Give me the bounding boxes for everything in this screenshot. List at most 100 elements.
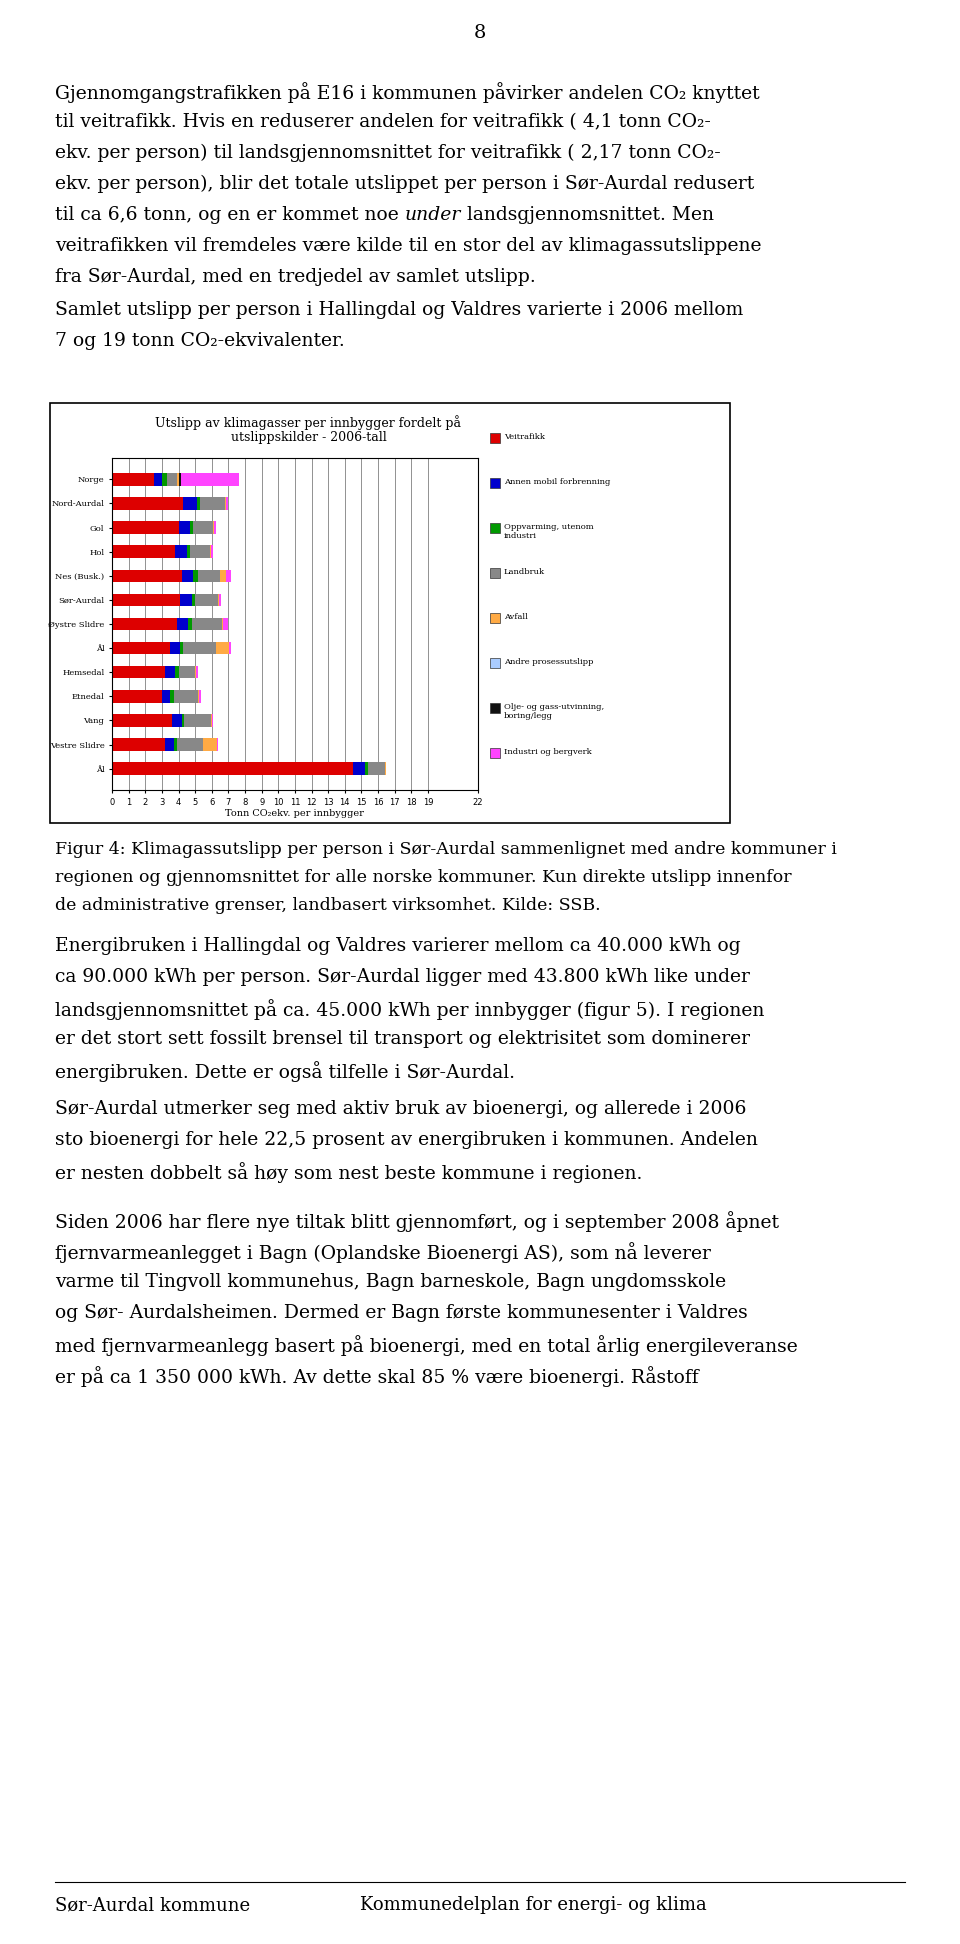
Bar xyxy=(177,739,204,750)
Bar xyxy=(192,593,195,607)
Text: Figur 4: Klimagassutslipp per person i Sør-Aurdal sammenlignet med andre kommune: Figur 4: Klimagassutslipp per person i S… xyxy=(55,842,837,857)
Text: Utslipp av klimagasser per innbygger fordelt på: Utslipp av klimagasser per innbygger for… xyxy=(156,414,462,430)
Bar xyxy=(112,713,172,727)
Text: ca 90.000 kWh per person. Sør-Aurdal ligger med 43.800 kWh like under: ca 90.000 kWh per person. Sør-Aurdal lig… xyxy=(55,968,750,986)
Text: varme til Tingvoll kommunehus, Bagn barneskole, Bagn ungdomsskole: varme til Tingvoll kommunehus, Bagn barn… xyxy=(55,1273,726,1291)
Text: 7 og 19 tonn CO₂-ekvivalenter.: 7 og 19 tonn CO₂-ekvivalenter. xyxy=(55,332,345,350)
Bar xyxy=(165,667,175,678)
Bar xyxy=(490,568,499,577)
Text: ekv. per person), blir det totale utslippet per person i Sør-Aurdal redusert: ekv. per person), blir det totale utslip… xyxy=(55,175,755,192)
Bar xyxy=(490,612,499,622)
Bar xyxy=(190,546,210,558)
Bar xyxy=(187,546,190,558)
Text: Oppvarming, utenom: Oppvarming, utenom xyxy=(504,523,593,531)
Bar xyxy=(490,478,499,488)
Bar xyxy=(226,570,231,581)
Bar xyxy=(112,739,165,750)
Bar xyxy=(177,618,188,630)
Text: regionen og gjennomsnittet for alle norske kommuner. Kun direkte utslipp innenfo: regionen og gjennomsnittet for alle nors… xyxy=(55,869,792,886)
Bar xyxy=(162,472,167,486)
Text: landsgjennomsnittet. Men: landsgjennomsnittet. Men xyxy=(461,206,714,224)
Text: Industri og bergverk: Industri og bergverk xyxy=(504,748,591,756)
Bar xyxy=(365,762,368,776)
Bar xyxy=(174,690,199,702)
Text: er nesten dobbelt så høy som nest beste kommune i regionen.: er nesten dobbelt så høy som nest beste … xyxy=(55,1163,642,1184)
Bar xyxy=(165,739,174,750)
Text: Veitrafikk: Veitrafikk xyxy=(504,434,544,441)
Bar xyxy=(192,618,222,630)
Bar xyxy=(195,593,219,607)
Bar xyxy=(212,713,213,727)
Bar xyxy=(190,521,194,535)
Text: Samlet utslipp per person i Hallingdal og Valdres varierte i 2006 mellom: Samlet utslipp per person i Hallingdal o… xyxy=(55,301,743,319)
Bar xyxy=(112,472,154,486)
Text: Avfall: Avfall xyxy=(504,612,527,620)
Bar xyxy=(179,667,195,678)
Bar xyxy=(175,546,187,558)
Bar xyxy=(112,690,162,702)
Text: til veitrafikk. Hvis en reduserer andelen for veitrafikk ( 4,1 tonn CO₂-: til veitrafikk. Hvis en reduserer andele… xyxy=(55,113,710,130)
Bar xyxy=(50,402,730,822)
Text: fjernvarmeanlegget i Bagn (Oplandske Bioenergi AS), som nå leverer: fjernvarmeanlegget i Bagn (Oplandske Bio… xyxy=(55,1242,710,1264)
Bar xyxy=(112,618,177,630)
Bar xyxy=(200,498,225,509)
Text: industri: industri xyxy=(504,533,537,540)
Bar xyxy=(180,472,181,486)
Text: Energibruken i Hallingdal og Valdres varierer mellom ca 40.000 kWh og: Energibruken i Hallingdal og Valdres var… xyxy=(55,937,740,955)
Text: Siden 2006 har flere nye tiltak blitt gjennomført, og i september 2008 åpnet: Siden 2006 har flere nye tiltak blitt gj… xyxy=(55,1211,779,1232)
Text: ekv. per person) til landsgjennomsnittet for veitrafikk ( 2,17 tonn CO₂-: ekv. per person) til landsgjennomsnittet… xyxy=(55,144,721,161)
Bar xyxy=(197,498,200,509)
Text: er på ca 1 350 000 kWh. Av dette skal 85 % være bioenergi. Råstoff: er på ca 1 350 000 kWh. Av dette skal 85… xyxy=(55,1367,699,1386)
Text: de administrative grenser, landbasert virksomhet. Kilde: SSB.: de administrative grenser, landbasert vi… xyxy=(55,896,601,914)
Text: Andre prosessutslipp: Andre prosessutslipp xyxy=(504,657,593,667)
Bar xyxy=(181,472,239,486)
Text: fra Sør-Aurdal, med en tredjedel av samlet utslipp.: fra Sør-Aurdal, med en tredjedel av saml… xyxy=(55,268,536,286)
Bar xyxy=(490,704,499,713)
Bar xyxy=(112,667,165,678)
Bar xyxy=(112,546,175,558)
Bar xyxy=(229,642,231,655)
Bar xyxy=(353,762,365,776)
Bar xyxy=(204,739,217,750)
Bar xyxy=(211,546,212,558)
Bar xyxy=(216,642,229,655)
Text: 8: 8 xyxy=(474,23,486,43)
Bar xyxy=(162,690,170,702)
Bar xyxy=(194,570,199,581)
Bar xyxy=(223,618,228,630)
Bar xyxy=(172,713,181,727)
Text: Kommunedelplan for energi- og klima: Kommunedelplan for energi- og klima xyxy=(360,1895,707,1915)
Bar xyxy=(368,762,385,776)
Bar xyxy=(174,739,177,750)
Text: og Sør- Aurdalsheimen. Dermed er Bagn første kommunesenter i Valdres: og Sør- Aurdalsheimen. Dermed er Bagn fø… xyxy=(55,1304,748,1322)
Bar xyxy=(167,472,177,486)
Text: Gjennomgangstrafikken på E16 i kommunen påvirker andelen CO₂ knyttet: Gjennomgangstrafikken på E16 i kommunen … xyxy=(55,82,759,103)
Bar xyxy=(177,472,179,486)
Text: boring/legg: boring/legg xyxy=(504,712,553,719)
Text: med fjernvarmeanlegg basert på bioenergi, med en total årlig energileveranse: med fjernvarmeanlegg basert på bioenergi… xyxy=(55,1336,798,1357)
Bar xyxy=(181,713,184,727)
Bar xyxy=(196,667,198,678)
Bar xyxy=(183,498,197,509)
Text: Sør-Aurdal utmerker seg med aktiv bruk av bioenergi, og allerede i 2006: Sør-Aurdal utmerker seg med aktiv bruk a… xyxy=(55,1100,746,1118)
Bar xyxy=(490,523,499,533)
Bar xyxy=(490,748,499,758)
Text: sto bioenergi for hele 22,5 prosent av energibruken i kommunen. Andelen: sto bioenergi for hele 22,5 prosent av e… xyxy=(55,1131,757,1149)
Text: Landbruk: Landbruk xyxy=(504,568,544,575)
X-axis label: Tonn CO₂ekv. per innbygger: Tonn CO₂ekv. per innbygger xyxy=(226,809,365,818)
Bar xyxy=(490,434,499,443)
Bar xyxy=(214,521,216,535)
Bar xyxy=(112,593,180,607)
Bar xyxy=(200,690,201,702)
Text: veitrafikken vil fremdeles være kilde til en stor del av klimagassutslippene: veitrafikken vil fremdeles være kilde ti… xyxy=(55,237,761,255)
Text: til ca 6,6 tonn, og en er kommet noe: til ca 6,6 tonn, og en er kommet noe xyxy=(55,206,405,224)
Bar xyxy=(194,521,213,535)
Text: Sør-Aurdal kommune: Sør-Aurdal kommune xyxy=(55,1895,251,1915)
Bar xyxy=(112,570,181,581)
Bar xyxy=(112,498,183,509)
Text: er det stort sett fossilt brensel til transport og elektrisitet som dominerer: er det stort sett fossilt brensel til tr… xyxy=(55,1030,750,1048)
Bar xyxy=(184,713,211,727)
Text: Annen mobil forbrenning: Annen mobil forbrenning xyxy=(504,478,610,486)
Bar xyxy=(199,570,220,581)
Bar xyxy=(188,618,192,630)
